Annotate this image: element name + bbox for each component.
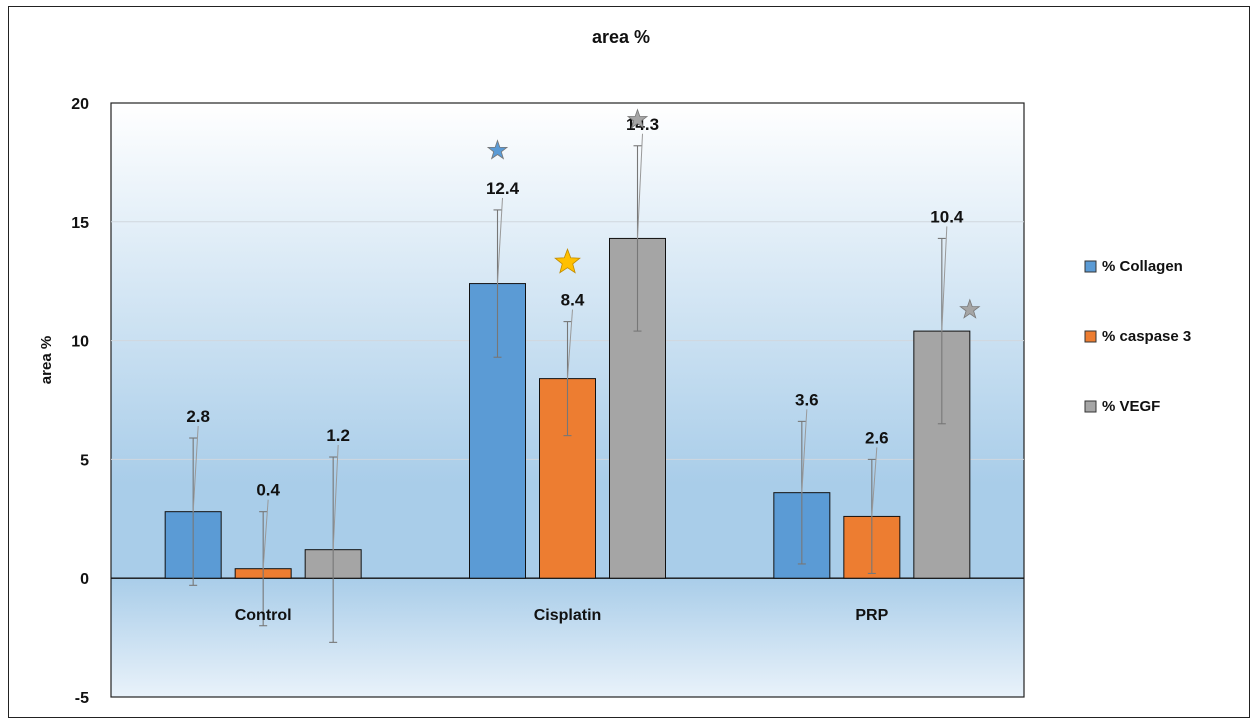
- significance-star-icon: [486, 139, 509, 160]
- y-axis-ticks: -5 0 5 10 15 20: [71, 96, 89, 707]
- significance-star-icon: [554, 248, 581, 274]
- label-leader-line: [262, 499, 269, 569]
- y-tick-label: 15: [71, 215, 89, 232]
- label-leader-line: [332, 445, 339, 550]
- y-tick-label: -5: [75, 690, 89, 707]
- y-axis-label: area %: [38, 336, 55, 384]
- data-label: 1.2: [326, 426, 350, 445]
- legend-swatch: [1084, 330, 1097, 343]
- label-leader-line: [871, 447, 878, 517]
- label-leader-line: [192, 425, 199, 512]
- chart-frame: area % -5 0 5 10 15 20 area % 2.8 0.4 1.2 12.4 8.…: [8, 6, 1250, 718]
- label-leader-line: [941, 226, 948, 332]
- plot-border: [110, 102, 1025, 698]
- y-tick-label: 10: [71, 334, 89, 351]
- significance-star-icon: [626, 108, 649, 129]
- plot-background-negative: [111, 578, 1024, 697]
- data-label: 0.4: [256, 481, 280, 500]
- data-label: 2.8: [186, 407, 210, 426]
- label-leader-line: [567, 309, 573, 379]
- category-label: Control: [235, 607, 292, 624]
- bar-chart: area % -5 0 5 10 15 20 area % 2.8 0.4 1.2 12.4 8.…: [38, 27, 1191, 707]
- label-leader-lines: [192, 133, 948, 569]
- legend-label: % caspase 3: [1102, 328, 1191, 345]
- y-tick-label: 20: [71, 96, 89, 113]
- data-label: 3.6: [795, 390, 819, 409]
- data-label: 12.4: [486, 179, 520, 198]
- label-leader-line: [637, 133, 643, 239]
- significance-star-icon: [959, 298, 981, 319]
- label-leader-line: [497, 197, 503, 284]
- legend: % Collagen % caspase 3 % VEGF: [1084, 258, 1191, 415]
- legend-label: % VEGF: [1102, 398, 1160, 415]
- chart-title: area %: [592, 27, 650, 47]
- data-label: 2.6: [865, 428, 889, 447]
- y-tick-label: 5: [80, 452, 89, 469]
- legend-swatch: [1084, 400, 1097, 413]
- legend-swatch: [1084, 260, 1097, 273]
- label-leader-line: [801, 409, 808, 493]
- category-label: Cisplatin: [534, 607, 602, 624]
- y-tick-label: 0: [80, 571, 89, 588]
- legend-label: % Collagen: [1102, 258, 1183, 275]
- data-label: 10.4: [930, 207, 964, 226]
- data-label: 8.4: [561, 291, 585, 310]
- significance-stars: [486, 108, 981, 319]
- category-labels: Control Cisplatin PRP: [235, 607, 889, 624]
- category-label: PRP: [855, 607, 888, 624]
